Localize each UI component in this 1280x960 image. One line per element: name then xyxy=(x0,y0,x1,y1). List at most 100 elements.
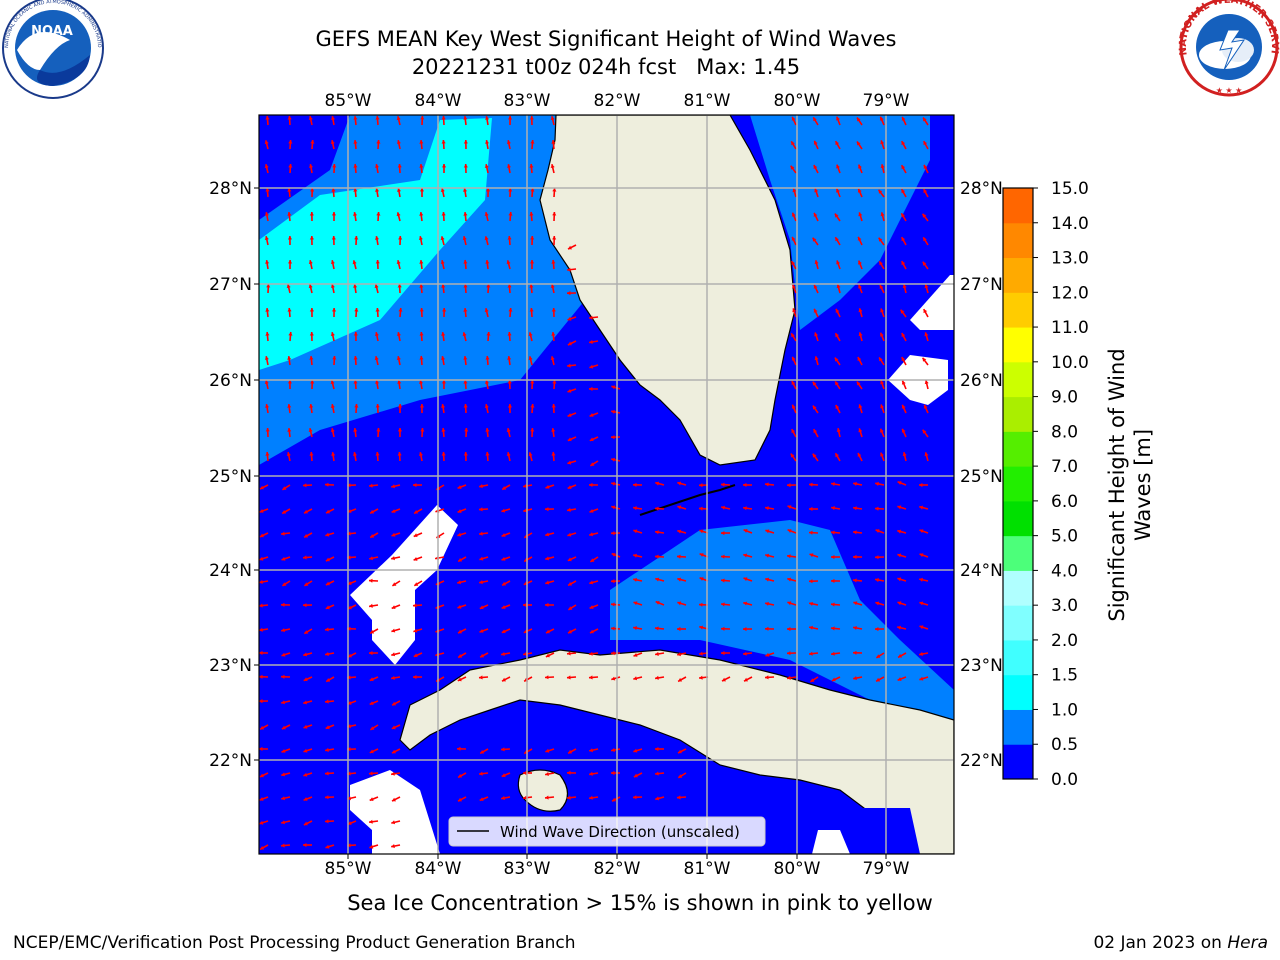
wind-wave-arrowhead xyxy=(880,404,885,409)
wind-wave-arrowhead xyxy=(530,260,535,264)
wind-wave-arrowhead xyxy=(347,675,351,680)
wind-wave-arrowhead xyxy=(330,284,335,288)
wind-wave-arrowhead xyxy=(506,452,511,456)
wind-wave-arrowhead xyxy=(901,237,906,242)
wind-wave-arrowhead xyxy=(391,532,396,537)
wind-wave-arrowhead xyxy=(288,332,293,336)
wind-wave-arrowhead xyxy=(545,772,549,776)
colorbar-segment xyxy=(1003,431,1033,467)
wind-wave-arrowhead xyxy=(501,747,505,752)
wind-wave-arrowhead xyxy=(567,532,572,537)
wind-wave-arrowhead xyxy=(567,267,571,272)
wind-wave-arrowhead xyxy=(441,452,446,456)
wind-wave-arrowhead xyxy=(369,844,374,849)
footer-host: Hera xyxy=(1227,933,1268,953)
wind-wave-arrowhead xyxy=(611,651,615,656)
map-gridlines xyxy=(259,115,954,854)
wind-wave-arrowhead xyxy=(897,601,902,606)
wind-wave-arrowhead xyxy=(809,482,813,487)
lat-label-left: 23°N xyxy=(209,656,252,676)
wind-wave-arrowhead xyxy=(875,627,879,632)
wind-wave-arrowhead xyxy=(353,332,358,336)
wind-wave-arrowhead xyxy=(590,462,595,466)
wind-wave-arrowhead xyxy=(419,140,424,144)
wind-wave-arrowhead xyxy=(897,505,902,510)
wind-wave-arrowhead xyxy=(523,603,527,608)
wind-wave-arrowhead xyxy=(375,404,380,408)
wind-wave-arrowhead xyxy=(835,333,839,338)
wind-wave-arrowhead xyxy=(550,164,555,168)
lon-label-top: 84°W xyxy=(415,91,462,111)
wind-wave-arrowhead xyxy=(309,164,313,168)
wind-wave-arrowhead xyxy=(813,165,818,169)
wind-wave-arrowhead xyxy=(480,750,485,754)
colorbar-segment xyxy=(1003,744,1033,780)
wind-wave-arrowhead xyxy=(835,453,839,458)
wind-wave-arrowhead xyxy=(787,529,792,533)
wind-wave-arrowhead xyxy=(413,628,418,633)
wind-wave-arrowhead xyxy=(281,628,285,633)
wind-wave-arrowhead xyxy=(413,675,417,680)
wind-wave-arrowhead xyxy=(567,363,571,368)
wind-wave-arrowhead xyxy=(259,650,263,655)
wind-wave-arrowhead xyxy=(325,627,329,632)
gulf-of-batabano xyxy=(460,720,700,820)
wind-wave-arrowhead xyxy=(923,141,928,146)
lon-label-top: 85°W xyxy=(325,91,372,111)
colorbar-tick-label: 7.0 xyxy=(1051,457,1078,477)
wave-field-high xyxy=(259,118,492,370)
wind-wave-arrowhead xyxy=(530,428,535,432)
wind-wave-arrowhead xyxy=(260,485,264,490)
wind-wave-arrowhead xyxy=(743,529,748,533)
legend-label: Wind Wave Direction (unscaled) xyxy=(500,823,740,841)
wind-wave-arrowhead xyxy=(633,601,638,606)
wind-wave-arrowhead xyxy=(375,380,380,384)
wind-wave-arrowhead xyxy=(308,260,313,264)
wind-wave-arrowhead xyxy=(265,404,270,408)
wind-wave-arrowhead xyxy=(924,380,929,385)
wind-wave-arrowhead xyxy=(545,507,549,512)
wind-wave-arrowhead xyxy=(545,532,550,537)
wind-wave-arrowhead xyxy=(325,699,329,704)
wind-wave-arrowhead xyxy=(348,653,352,658)
wind-wave-arrowhead xyxy=(281,652,286,657)
wind-wave-arrowhead xyxy=(567,316,572,321)
wind-wave-arrowhead xyxy=(611,553,616,557)
wind-wave-arrowhead xyxy=(326,509,330,514)
wind-wave-arrowhead xyxy=(479,507,483,512)
wind-wave-arrowhead xyxy=(259,509,264,513)
lat-labels-right: 28°N 27°N 26°N 25°N 24°N 23°N 22°N xyxy=(960,179,1003,771)
wind-wave-arrowhead xyxy=(354,404,359,408)
wind-wave-arrowhead xyxy=(765,675,769,680)
wind-wave-arrowhead xyxy=(880,428,884,433)
wind-wave-arrowhead xyxy=(392,701,397,706)
wind-wave-arrowhead xyxy=(791,356,796,361)
wind-wave-arrowhead xyxy=(332,164,337,168)
wind-wave-arrowhead xyxy=(567,651,571,656)
wind-wave-arrowhead xyxy=(831,677,836,682)
wind-wave-arrowhead xyxy=(331,236,336,240)
wind-wave-arrowhead xyxy=(347,531,351,536)
wind-wave-arrowhead xyxy=(655,651,659,656)
wind-wave-arrowhead xyxy=(836,188,840,193)
wind-wave-arrowhead xyxy=(880,452,884,457)
wind-wave-arrowhead xyxy=(787,601,792,606)
colorbar-segment xyxy=(1003,639,1033,676)
wind-wave-arrowhead xyxy=(787,483,791,488)
wind-wave-arrowhead xyxy=(287,404,292,408)
wind-wave-arrowhead xyxy=(375,188,380,192)
wind-wave-arrowhead xyxy=(791,236,796,241)
wind-wave-arrowhead xyxy=(552,188,557,192)
wind-wave-arrowhead xyxy=(325,819,329,824)
wind-wave-arrowhead xyxy=(857,236,862,241)
wind-wave-arrowhead xyxy=(836,260,841,265)
land-florida xyxy=(539,115,796,466)
wind-wave-arrowhead xyxy=(809,553,814,558)
wind-wave-arrowhead xyxy=(900,309,905,314)
wind-wave-arrowhead xyxy=(791,116,796,121)
wind-wave-arrowhead xyxy=(567,675,571,680)
wind-wave-arrowhead xyxy=(853,676,857,681)
wind-wave-arrowhead xyxy=(330,140,335,144)
wind-wave-arrowhead xyxy=(419,164,424,168)
wind-wave-arrowhead xyxy=(876,654,881,658)
